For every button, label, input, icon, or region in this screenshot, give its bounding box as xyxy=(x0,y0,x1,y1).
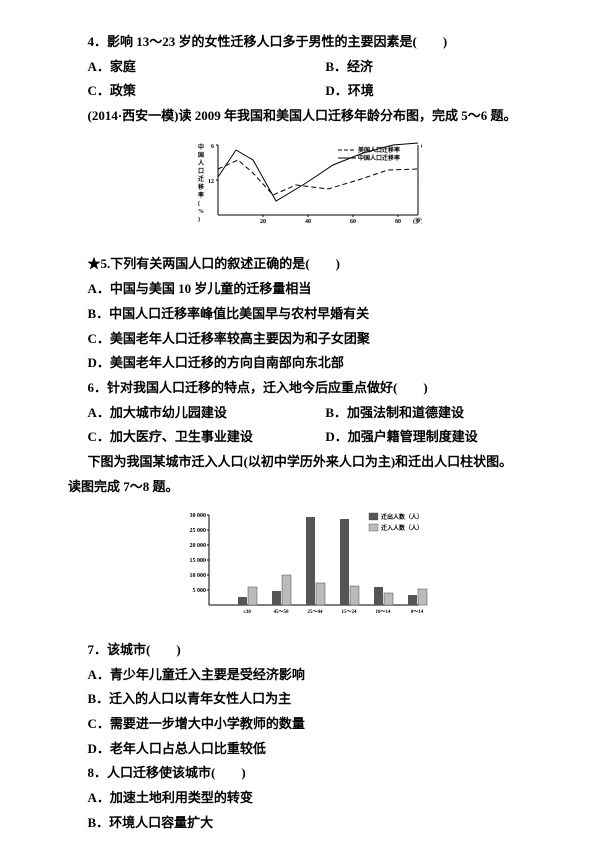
svg-text:45～50: 45～50 xyxy=(273,610,289,615)
q5-stem: ★5.下列有关两国人口的叙述正确的是( ) xyxy=(68,252,545,277)
svg-text:率: 率 xyxy=(198,191,204,199)
q5-option-d: D．美国老年人口迁移的方向自南部向东北部 xyxy=(68,351,545,376)
q4-option-c: C．政策 xyxy=(88,79,326,104)
svg-text:10 000: 10 000 xyxy=(189,573,206,579)
svg-text:30 000: 30 000 xyxy=(189,513,206,519)
q5-option-a: A．中国与美国 10 岁儿童的迁移量相当 xyxy=(68,277,545,302)
q8-option-a: A．加速土地利用类型的转变 xyxy=(68,786,545,811)
exam-page: 4．影响 13～23 岁的女性迁移人口多于男性的主要因素是( ) A．家庭 B．… xyxy=(0,0,595,856)
q7-option-a: A．青少年儿童迁入主要是受经济影响 xyxy=(68,663,545,688)
q6-stem: 6．针对我国人口迁移的特点，迁入地今后应重点做好( ) xyxy=(68,376,545,401)
chart-migration-age: 12612620406080(岁)中国人口迁移率(%)美国人口迁移率(%)美国人… xyxy=(68,135,545,249)
q4-stem: 4．影响 13～23 岁的女性迁移人口多于男性的主要因素是( ) xyxy=(68,30,545,55)
svg-text:0～14: 0～14 xyxy=(410,610,423,615)
svg-text:(岁): (岁) xyxy=(413,217,422,225)
q6-option-c: C．加大医疗、卫生事业建设 xyxy=(88,425,326,450)
svg-text:12: 12 xyxy=(421,179,422,185)
svg-text:迁入人数（人）: 迁入人数（人） xyxy=(381,524,423,532)
svg-text:25 000: 25 000 xyxy=(189,528,206,534)
intro-7-8-l1: 下图为我国某城市迁入人口(以初中学历外来人口为主)和迁出人口柱状图。 xyxy=(68,450,545,475)
svg-text:口: 口 xyxy=(198,168,204,175)
q4-option-b: B．经济 xyxy=(325,55,545,80)
q4-option-a: A．家庭 xyxy=(88,55,326,80)
q6-option-b: B．加强法制和道德建设 xyxy=(325,401,545,426)
q5-option-b: B．中国人口迁移率峰值比美国早与农村早婚有关 xyxy=(68,302,545,327)
svg-text:人: 人 xyxy=(198,159,205,167)
q4-row1: A．家庭 B．经济 xyxy=(88,55,546,80)
svg-text:中: 中 xyxy=(198,143,204,151)
svg-text:15～24: 15～24 xyxy=(341,610,357,615)
intro-5-6: (2014·西安一模)读 2009 年我国和美国人口迁移年龄分布图，完成 5～6… xyxy=(68,104,545,129)
svg-text:40: 40 xyxy=(305,219,311,225)
q5-option-c: C．美国老年人口迁移率较高主要因为和子女团聚 xyxy=(68,327,545,352)
svg-text:25～44: 25～44 xyxy=(307,610,323,615)
svg-text:%: % xyxy=(198,209,204,215)
svg-text:国: 国 xyxy=(198,151,204,159)
svg-text:迁: 迁 xyxy=(198,175,204,183)
svg-text:60: 60 xyxy=(350,219,356,225)
svg-text:15 000: 15 000 xyxy=(189,558,206,564)
svg-text:5 000: 5 000 xyxy=(192,588,206,594)
q8-stem: 8．人口迁移使该城市( ) xyxy=(68,761,545,786)
q4-row2: C．政策 D．环境 xyxy=(88,79,546,104)
svg-text:≤30: ≤30 xyxy=(243,609,251,615)
svg-text:20 000: 20 000 xyxy=(189,543,206,549)
chart-migration-bar: 30 000 25 000 20 000 15 000 10 000 5 000 ≤30 45… xyxy=(68,505,545,634)
svg-text:): ) xyxy=(198,216,200,223)
svg-text:10～14: 10～14 xyxy=(375,610,391,615)
q7-stem: 7．该城市( ) xyxy=(68,638,545,663)
q8-option-b: B．环境人口容量扩大 xyxy=(68,811,545,836)
svg-text:(: ( xyxy=(198,200,200,207)
q7-option-c: C．需要进一步增大中小学教师的数量 xyxy=(68,712,545,737)
q6-option-a: A．加大城市幼儿园建设 xyxy=(88,401,326,426)
svg-text:20: 20 xyxy=(260,219,266,225)
svg-text:80: 80 xyxy=(395,219,401,225)
q6-option-d: D．加强户籍管理制度建设 xyxy=(325,425,545,450)
q7-option-d: D．老年人口占总人口比重较低 xyxy=(68,737,545,762)
q4-option-d: D．环境 xyxy=(325,79,545,104)
q6-row1: A．加大城市幼儿园建设 B．加强法制和道德建设 xyxy=(88,401,546,426)
q7-option-b: B．迁入的人口以青年女性人口为主 xyxy=(68,687,545,712)
svg-text:6: 6 xyxy=(421,144,422,150)
svg-text:美国人口迁移率: 美国人口迁移率 xyxy=(357,146,400,154)
q6-row2: C．加大医疗、卫生事业建设 D．加强户籍管理制度建设 xyxy=(88,425,546,450)
svg-text:中国人口迁移率: 中国人口迁移率 xyxy=(358,154,400,162)
intro-7-8-l2: 读图完成 7～8 题。 xyxy=(68,475,545,500)
svg-text:6: 6 xyxy=(211,144,214,150)
svg-text:移: 移 xyxy=(198,183,204,191)
svg-text:12: 12 xyxy=(208,179,214,185)
svg-text:迁出人数（人）: 迁出人数（人） xyxy=(381,513,423,521)
